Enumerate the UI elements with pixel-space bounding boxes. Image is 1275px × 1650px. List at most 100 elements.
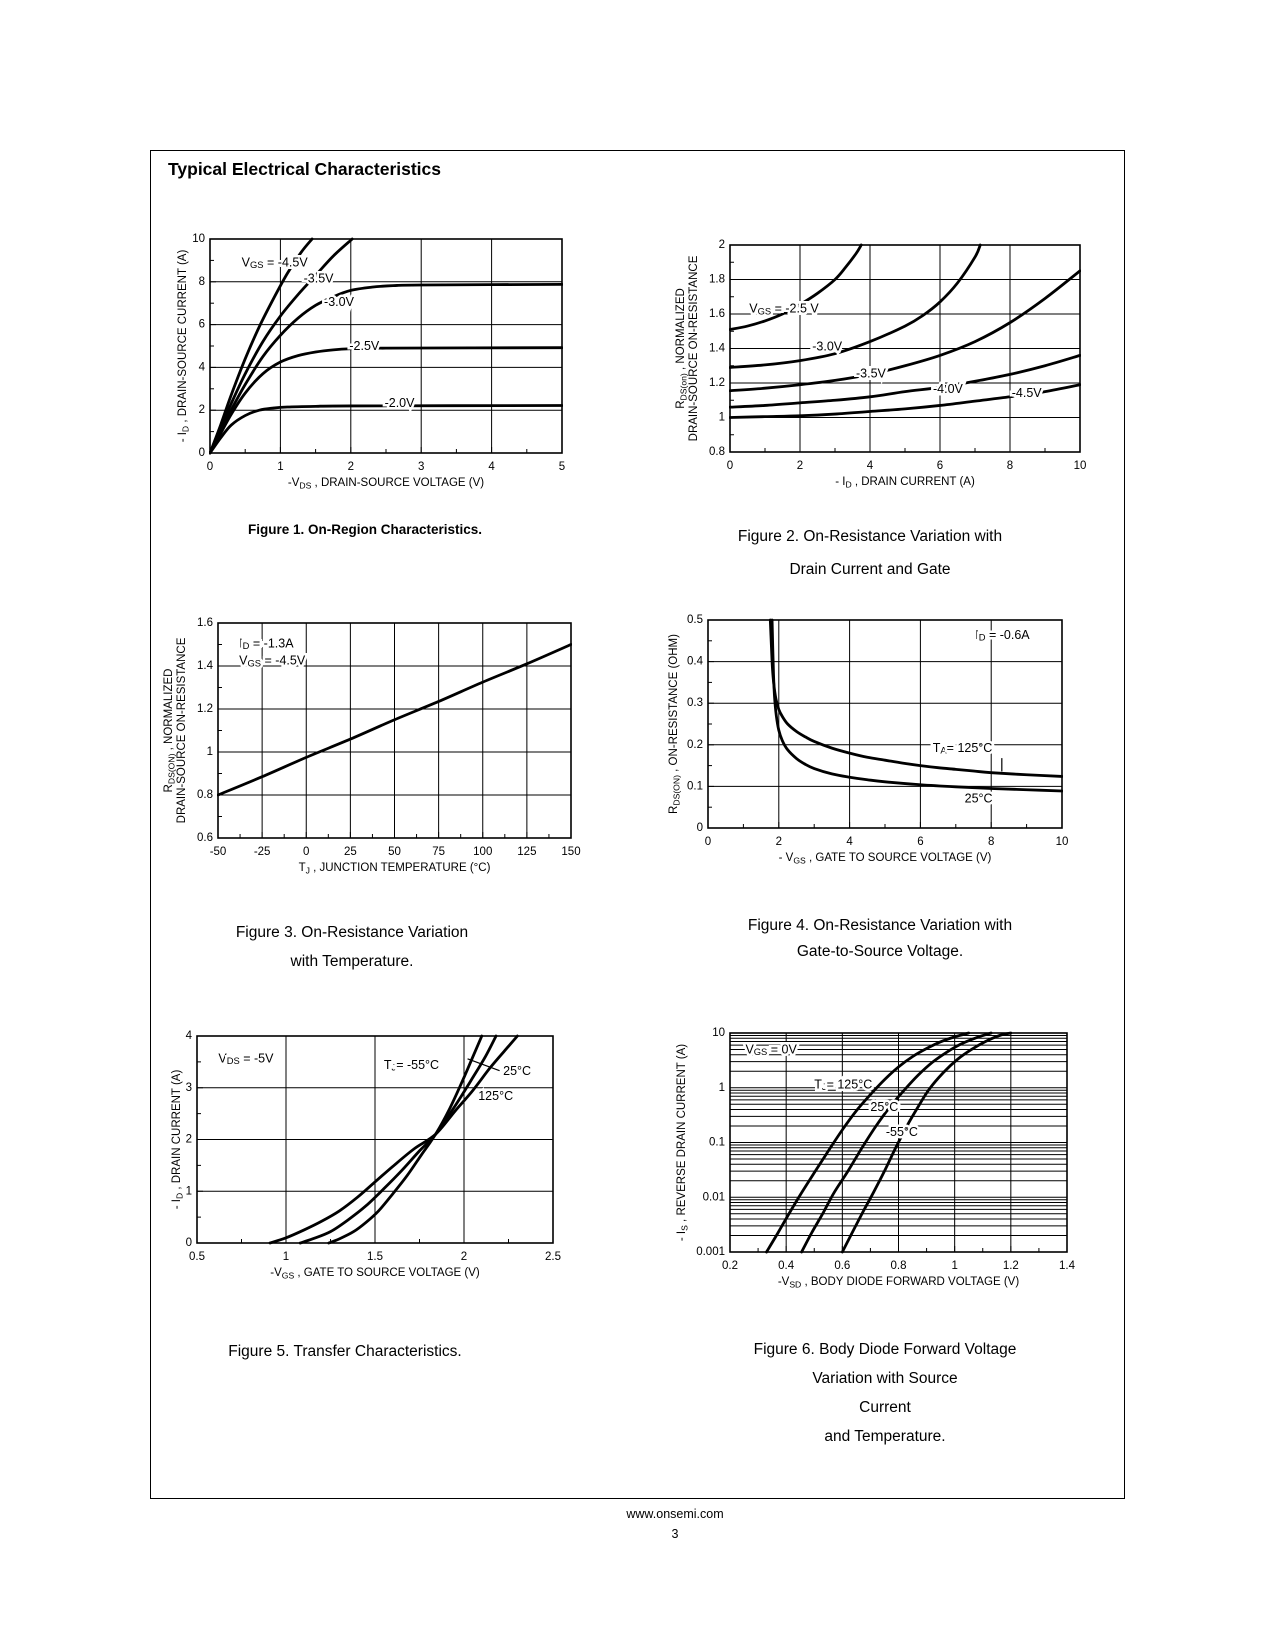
svg-text:2: 2 <box>199 404 205 416</box>
svg-text:1: 1 <box>207 746 213 758</box>
caption-line: Figure 4. On-Resistance Variation with <box>747 917 1013 934</box>
svg-text:0: 0 <box>705 836 711 848</box>
svg-text:1: 1 <box>719 1082 725 1094</box>
svg-text:2: 2 <box>719 239 725 251</box>
svg-text:4: 4 <box>846 836 853 848</box>
svg-text:1.4: 1.4 <box>197 660 214 672</box>
svg-text:0.001: 0.001 <box>696 1246 725 1258</box>
svg-text:150: 150 <box>561 846 580 858</box>
svg-text:VGS = -4.5V: VGS = -4.5V <box>239 654 306 669</box>
svg-text:ID = -1.3A: ID = -1.3A <box>239 637 294 652</box>
svg-text:0: 0 <box>697 822 703 834</box>
svg-text:TJ , JUNCTION TEMPERATURE (°C): TJ , JUNCTION TEMPERATURE (°C) <box>299 862 491 876</box>
svg-text:RDS(on) , NORMALIZED: RDS(on) , NORMALIZED <box>675 288 689 409</box>
svg-text:-55°C: -55°C <box>886 1125 918 1139</box>
svg-text:1.8: 1.8 <box>709 274 725 286</box>
svg-text:-3.5V: -3.5V <box>856 367 887 381</box>
caption-line: Figure 5. Transfer Characteristics. <box>228 1343 462 1360</box>
figure-2-caption: Figure 2. On-Resistance Variation with Dr… <box>655 520 1085 586</box>
svg-text:VGS = -2.5 V: VGS = -2.5 V <box>749 302 819 317</box>
figure-3-caption: Figure 3. On-Resistance Variation with Te… <box>152 918 552 976</box>
svg-text:0: 0 <box>199 447 205 459</box>
svg-text:- ID , DRAIN CURRENT (A): - ID , DRAIN CURRENT (A) <box>835 476 975 490</box>
svg-text:6: 6 <box>937 460 943 472</box>
caption-line: with Temperature. <box>290 953 414 970</box>
svg-text:-3.5V: -3.5V <box>304 272 335 286</box>
svg-text:-3.0V: -3.0V <box>812 340 843 354</box>
svg-text:0: 0 <box>727 460 733 472</box>
page-title: Typical Electrical Characteristics <box>168 159 442 179</box>
svg-text:8: 8 <box>988 836 994 848</box>
svg-text:125°C: 125°C <box>478 1089 513 1103</box>
svg-text:2.5: 2.5 <box>545 1251 561 1263</box>
svg-text:0.3: 0.3 <box>687 697 703 709</box>
svg-text:1: 1 <box>719 412 725 424</box>
svg-text:1.2: 1.2 <box>197 703 213 715</box>
svg-text:4: 4 <box>867 460 874 472</box>
svg-text:2: 2 <box>186 1134 192 1146</box>
svg-text:25°C: 25°C <box>870 1100 898 1114</box>
svg-text:6: 6 <box>917 836 923 848</box>
svg-text:75: 75 <box>432 846 445 858</box>
page-number: 3 <box>671 1527 679 1541</box>
svg-text:RDS(ON) , NORMALIZED: RDS(ON) , NORMALIZED <box>163 669 177 793</box>
caption-line: Figure 2. On-Resistance Variation with <box>737 528 1003 545</box>
svg-text:TJ= 125°C: TJ= 125°C <box>814 1078 872 1093</box>
svg-text:-4.5V: -4.5V <box>1012 387 1043 401</box>
svg-text:50: 50 <box>388 846 401 858</box>
content-border-box <box>150 150 1125 1499</box>
svg-text:10: 10 <box>712 1027 725 1039</box>
figure-1: VGS = -4.5V -3.5V -3.0V -2.5V -2.0V 0 1 2 3 4 5 0 2 4… <box>173 229 572 493</box>
figure-5-chart: VDS = -5V TJ= -55°C 25°C 125°C 0.5 1 1.5 2 2.5 0 1… <box>171 1030 561 1281</box>
svg-text:100: 100 <box>473 846 492 858</box>
svg-text:- ID , DRAIN CURRENT (A): - ID , DRAIN CURRENT (A) <box>171 1070 185 1210</box>
svg-text:0.8: 0.8 <box>709 446 725 458</box>
svg-text:1.2: 1.2 <box>1003 1260 1019 1272</box>
svg-text:3: 3 <box>418 461 424 473</box>
svg-text:4: 4 <box>186 1030 193 1042</box>
page-footer: www.onsemi.com 3 <box>150 1504 1200 1544</box>
svg-text:10: 10 <box>1056 836 1069 848</box>
svg-text:5: 5 <box>559 461 565 473</box>
svg-text:2: 2 <box>348 461 354 473</box>
svg-text:4: 4 <box>488 461 495 473</box>
svg-text:1.2: 1.2 <box>709 377 725 389</box>
footer-url[interactable]: www.onsemi.com <box>626 1507 724 1521</box>
svg-text:0.8: 0.8 <box>891 1260 907 1272</box>
figure-2-chart: VGS = -2.5 V -3.0V -3.5V -4.0V -4.5V 0 2 4 6 8 10 0… <box>675 239 1087 490</box>
figure-6-caption: Figure 6. Body Diode Forward Voltage Vari… <box>660 1335 1110 1451</box>
figure-1-caption: Figure 1. On-Region Characteristics. <box>165 520 565 540</box>
svg-text:0.5: 0.5 <box>687 614 703 626</box>
svg-text:2: 2 <box>776 836 782 848</box>
caption-line: Figure 3. On-Resistance Variation <box>235 924 469 941</box>
svg-text:RDS(ON) , ON-RESISTANCE (OHM): RDS(ON) , ON-RESISTANCE (OHM) <box>668 634 682 814</box>
svg-text:0.1: 0.1 <box>687 780 703 792</box>
svg-text:-3.0V: -3.0V <box>324 295 355 309</box>
svg-text:1: 1 <box>951 1260 957 1272</box>
svg-text:10: 10 <box>1074 460 1087 472</box>
figure-6-chart: VGS = 0V TJ= 125°C 25°C -55°C 0.2 0.4 0.6 0.8 1 1… <box>676 1027 1076 1290</box>
svg-text:- IS , REVERSE DRAIN CURRENT (: - IS , REVERSE DRAIN CURRENT (A) <box>676 1044 690 1241</box>
svg-text:0.01: 0.01 <box>703 1191 725 1203</box>
svg-text:-2.5V: -2.5V <box>349 339 380 353</box>
svg-text:DRAIN-SOURCE ON-RESISTANCE: DRAIN-SOURCE ON-RESISTANCE <box>688 255 700 441</box>
svg-text:DRAIN-SOURCE ON-RESISTANCE: DRAIN-SOURCE ON-RESISTANCE <box>176 637 188 823</box>
figure-3: ID = -1.3A VGS = -4.5V -50 -25 0 25 50 75 100 125… <box>161 613 581 878</box>
svg-text:ID = -0.6A: ID = -0.6A <box>975 628 1030 643</box>
svg-text:TA= 125°C: TA= 125°C <box>933 741 993 756</box>
svg-text:- ID , DRAIN-SOURCE CURRENT (A: - ID , DRAIN-SOURCE CURRENT (A) <box>177 250 191 443</box>
svg-text:3: 3 <box>186 1082 192 1094</box>
svg-text:VGS = -4.5V: VGS = -4.5V <box>242 256 309 271</box>
svg-text:-50: -50 <box>210 846 227 858</box>
svg-text:2: 2 <box>797 460 803 472</box>
svg-text:-VGS , GATE TO SOURCE VOLTAGE: -VGS , GATE TO SOURCE VOLTAGE (V) <box>270 1267 480 1281</box>
figure-3-chart: ID = -1.3A VGS = -4.5V -50 -25 0 25 50 75 100 125… <box>163 617 581 876</box>
svg-text:6: 6 <box>199 319 205 331</box>
svg-text:8: 8 <box>1007 460 1013 472</box>
caption-line: Drain Current and Gate <box>789 561 951 578</box>
figure-6: VGS = 0V TJ= 125°C 25°C -55°C 0.2 0.4 0.6 0.8 1 1… <box>672 1023 1077 1292</box>
svg-text:1: 1 <box>283 1251 289 1263</box>
svg-text:0.6: 0.6 <box>834 1260 850 1272</box>
svg-text:0: 0 <box>186 1237 192 1249</box>
